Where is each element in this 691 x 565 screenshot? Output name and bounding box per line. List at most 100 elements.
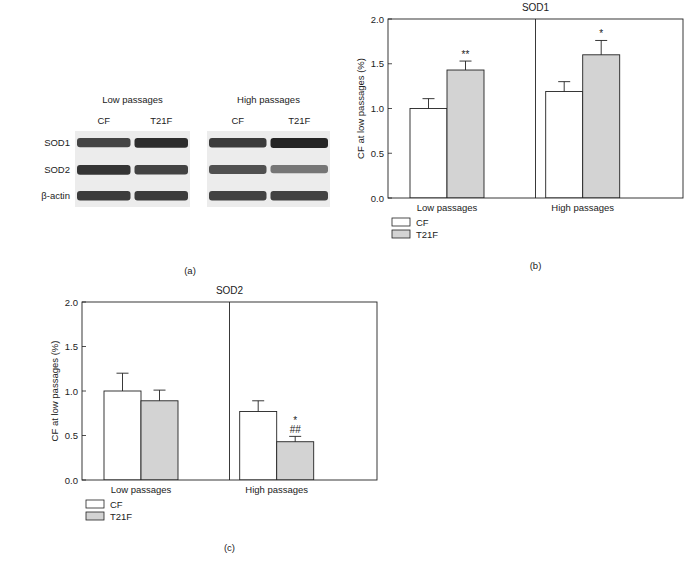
- annotation: *: [599, 28, 603, 39]
- annotation: ##: [290, 424, 302, 435]
- legend: CFT21F: [392, 217, 438, 240]
- legend-swatch: [86, 512, 104, 520]
- panel-label: (b): [530, 260, 542, 271]
- y-tick: [82, 346, 86, 347]
- y-tick-label: 2.0: [65, 297, 78, 308]
- y-tick: [388, 108, 392, 109]
- blot-band: [271, 138, 329, 148]
- bar: [546, 91, 583, 198]
- error-stem: [258, 401, 259, 412]
- legend-swatch: [392, 218, 410, 226]
- y-tick: [388, 153, 392, 154]
- blot-membrane: [207, 131, 330, 207]
- bar: [410, 109, 447, 199]
- group-divider: [229, 302, 230, 480]
- legend-swatch: [86, 500, 104, 508]
- bar: [277, 442, 314, 480]
- group-divider: [535, 19, 536, 198]
- error-cap: [289, 436, 301, 437]
- y-tick-label: 0.5: [371, 148, 384, 159]
- error-stem: [601, 40, 602, 54]
- legend-label: CF: [110, 499, 123, 510]
- panel-label: (c): [224, 542, 235, 553]
- y-tick-label: 0.0: [65, 475, 78, 486]
- blot-band: [77, 165, 131, 175]
- lane-label: CF: [231, 115, 244, 126]
- error-bar: [154, 390, 166, 401]
- y-tick-label: 0.5: [65, 430, 78, 441]
- y-tick-label: 1.5: [65, 341, 78, 352]
- chart-title: SOD1: [522, 2, 550, 13]
- bar: [141, 401, 178, 480]
- error-cap: [252, 400, 264, 401]
- x-tick-label: High passages: [245, 484, 308, 495]
- error-bar: [252, 401, 264, 412]
- x-tick-label: Low passages: [417, 202, 478, 213]
- chart-title: SOD2: [216, 285, 244, 296]
- y-tick-label: 1.0: [371, 103, 384, 114]
- legend: CFT21F: [86, 499, 132, 522]
- y-tick: [388, 63, 392, 64]
- bar: [447, 70, 484, 198]
- bar: [583, 55, 620, 198]
- x-tick-label: Low passages: [111, 484, 172, 495]
- legend-label: CF: [416, 217, 429, 228]
- lane-label: T21F: [150, 115, 172, 126]
- error-cap: [117, 373, 129, 374]
- blot-band: [77, 191, 131, 201]
- error-stem: [159, 390, 160, 401]
- row-label: SOD2: [44, 164, 70, 175]
- chart: SOD2CF at low passages (%)0.00.51.01.52.…: [49, 285, 377, 553]
- y-axis-label: CF at low passages (%): [49, 341, 60, 442]
- x-tick-label: High passages: [551, 202, 614, 213]
- y-tick: [82, 391, 86, 392]
- blot-band: [135, 191, 189, 201]
- error-stem: [428, 99, 429, 109]
- error-bar: [595, 40, 607, 54]
- error-cap: [558, 81, 570, 82]
- error-cap: [154, 390, 166, 391]
- y-tick-label: 1.5: [371, 58, 384, 69]
- chart: SOD1 CF at low passages (%) 0.0 0.5 1.0 1.5 2.…: [355, 2, 683, 271]
- blot-band: [271, 165, 329, 173]
- row-label: β-actin: [41, 190, 70, 201]
- y-tick-label: 2.0: [371, 14, 384, 25]
- blot-band: [135, 138, 189, 148]
- legend-label: T21F: [416, 229, 438, 240]
- error-stem: [122, 373, 123, 391]
- error-bar: [423, 99, 435, 109]
- blot-band: [209, 165, 267, 174]
- blot-title: High passages: [237, 94, 300, 105]
- annotation: **: [462, 49, 470, 60]
- y-tick: [82, 435, 86, 436]
- bars: [104, 373, 314, 480]
- blot-band: [209, 138, 267, 148]
- error-stem: [465, 61, 466, 70]
- bar: [240, 411, 277, 480]
- blot-band: [135, 165, 189, 174]
- lane-label: CF: [97, 115, 110, 126]
- bar: [104, 391, 141, 480]
- y-tick-label: 0.0: [371, 193, 384, 204]
- blot-membrane: [75, 131, 190, 207]
- error-stem: [295, 436, 296, 441]
- row-label: SOD1: [44, 137, 70, 148]
- lane-label: T21F: [288, 115, 310, 126]
- blot-band: [77, 138, 131, 147]
- blot-panel: Low passages CF T21F High passages CF T21F SOD…: [41, 94, 330, 276]
- error-cap: [423, 98, 435, 99]
- error-stem: [564, 82, 565, 92]
- error-bar: [117, 373, 129, 391]
- blot-title: Low passages: [102, 94, 163, 105]
- plot-frame: [82, 302, 377, 480]
- legend-swatch: [392, 230, 410, 238]
- plot-frame: [388, 19, 683, 198]
- y-axis-label: CF at low passages (%): [355, 58, 366, 159]
- figure: Low passagesCFT21FHigh passagesCFT21FSOD…: [0, 0, 691, 565]
- error-bar: [558, 82, 570, 92]
- panel-label: (a): [184, 265, 196, 276]
- bars: [410, 40, 620, 198]
- error-bar: [289, 436, 301, 441]
- blot-band: [209, 191, 267, 200]
- error-cap: [460, 61, 472, 62]
